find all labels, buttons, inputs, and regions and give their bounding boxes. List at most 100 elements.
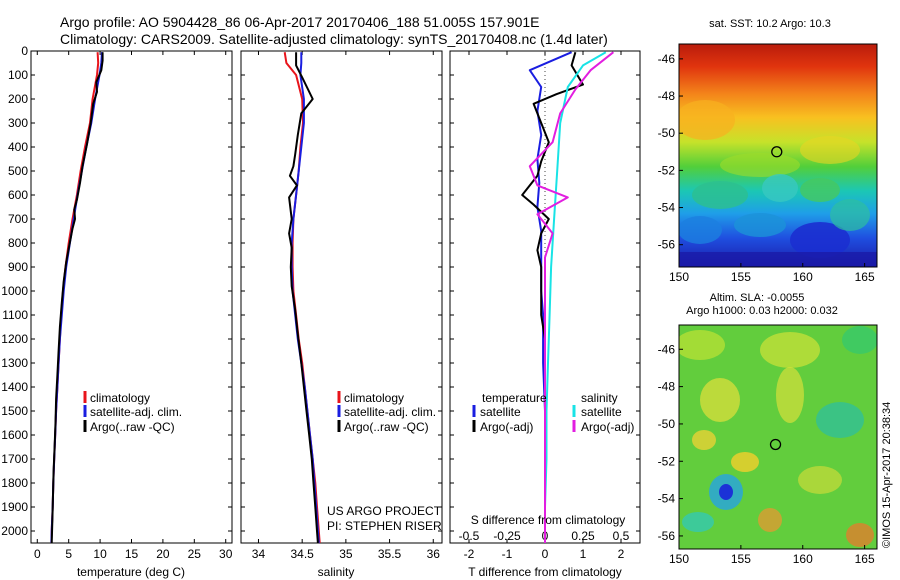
series-line-argo-raw-qc-	[288, 52, 319, 544]
map-y-tick-label: -56	[658, 238, 676, 252]
x-tick-label: -1	[502, 547, 513, 561]
temp-legend-climatology: climatology	[90, 391, 150, 405]
y-tick-label: 1900	[1, 500, 28, 514]
x-tick-label: 2	[618, 547, 625, 561]
top-x-tick-label: -0.5	[459, 529, 480, 543]
diff-legend-sal-satellite: satellite	[581, 405, 622, 419]
x-tick-label: 36	[427, 547, 441, 561]
map-y-tick-label: -46	[658, 52, 676, 66]
difference-legend: temperature salinity satellite Argo(-adj…	[472, 391, 634, 434]
salinity-plot: 34 34.5 35 35.5 36	[241, 50, 442, 561]
map-x-tick-label: 155	[731, 552, 751, 566]
y-tick-label: 0	[21, 44, 28, 58]
x-tick-label: 0	[542, 547, 549, 561]
sla-map-frame	[678, 324, 878, 550]
map-y-tick-label: -46	[658, 342, 676, 356]
pi-annotation: PI: STEPHEN RISER	[327, 519, 442, 533]
sla-heatmap	[679, 325, 877, 549]
figure-title-line1: Argo profile: AO 5904428_86 06-Apr-2017 …	[60, 14, 540, 30]
sal-legend-satellite: satellite-adj. clim.	[344, 405, 436, 419]
sst-heatmap	[679, 44, 877, 267]
diff-legend-sal-argo: Argo(-adj)	[581, 420, 634, 434]
y-tick-label: 1400	[1, 380, 28, 394]
project-annotation: US ARGO PROJECT	[327, 504, 442, 518]
x-tick-label: 5	[65, 547, 72, 561]
x-tick-label: 35	[339, 547, 353, 561]
sst-argo-position-marker	[771, 146, 783, 158]
y-tick-label: 1500	[1, 404, 28, 418]
y-tick-label: 1600	[1, 428, 28, 442]
map-y-tick-label: -52	[658, 454, 676, 468]
temperature-axes-frame	[30, 50, 233, 544]
sla-map-axes: 150 155 160 165 -46 -48 -50 -52 -54 -56	[658, 342, 875, 566]
sst-map-frame	[678, 43, 878, 268]
map-y-tick-label: -52	[658, 163, 676, 177]
sla-map-subtitle: Argo h1000: 0.03 h2000: 0.032	[686, 305, 838, 317]
map-y-tick-label: -54	[658, 201, 676, 215]
figure-title-line2: Climatology: CARS2009. Satellite-adjuste…	[60, 31, 608, 47]
salinity-axes-frame	[240, 50, 443, 544]
y-tick-label: 1100	[2, 308, 28, 322]
difference-xlabel: T difference from climatology	[468, 565, 622, 579]
y-tick-label: 200	[8, 92, 28, 106]
diff-legend-title-temperature: temperature	[482, 391, 547, 405]
y-tick-label: 900	[8, 260, 28, 274]
salinity-xlabel: salinity	[318, 565, 355, 579]
map-y-tick-label: -50	[658, 417, 676, 431]
series-line-satellite-adj-clim-	[50, 52, 103, 544]
x-tick-label: 34	[252, 547, 266, 561]
map-y-tick-label: -48	[658, 89, 676, 103]
y-tick-label: 500	[8, 164, 28, 178]
map-y-tick-label: -48	[658, 380, 676, 394]
x-tick-label: -2	[464, 547, 475, 561]
temperature-xlabel: temperature (deg C)	[77, 565, 185, 579]
sal-legend-argo: Argo(..raw -QC)	[344, 420, 429, 434]
temp-legend-argo: Argo(..raw -QC)	[90, 420, 175, 434]
sla-argo-position-marker	[769, 438, 782, 451]
temperature-plot: 0100200300400500600700800900100011001200…	[1, 44, 232, 561]
temperature-legend: climatology satellite-adj. clim. Argo(..…	[83, 391, 182, 434]
sst-map-axes: 150 155 160 165 -46 -48 -50 -52 -54 -56	[658, 52, 875, 284]
map-x-tick-label: 165	[855, 270, 875, 284]
temp-legend-satellite: satellite-adj. clim.	[90, 405, 182, 419]
imos-side-label: ©IMOS 15-Apr-2017 20:38:34	[881, 402, 893, 548]
difference-top-xlabel: S difference from climatology	[471, 513, 626, 527]
top-x-tick-label: 0.25	[571, 529, 595, 543]
x-tick-label: 10	[93, 547, 107, 561]
sal-legend-climatology: climatology	[344, 391, 404, 405]
series-line-climatology	[283, 52, 321, 544]
series-line-salinity-satellite	[544, 51, 607, 543]
y-tick-label: 1800	[1, 476, 28, 490]
map-y-tick-label: -54	[658, 492, 676, 506]
sla-map-title: Altim. SLA: -0.0055	[710, 292, 805, 304]
diff-legend-title-salinity: salinity	[581, 391, 618, 405]
map-y-tick-label: -50	[658, 126, 676, 140]
diff-legend-temp-satellite: satellite	[480, 405, 521, 419]
x-tick-label: 34.5	[290, 547, 314, 561]
x-tick-label: 1	[580, 547, 587, 561]
x-tick-label: 35.5	[378, 547, 402, 561]
map-x-tick-label: 165	[855, 552, 875, 566]
salinity-legend: climatology satellite-adj. clim. Argo(..…	[337, 391, 436, 434]
map-x-tick-label: 160	[793, 552, 813, 566]
x-tick-label: 25	[188, 547, 202, 561]
x-tick-label: 20	[156, 547, 170, 561]
map-y-tick-label: -56	[658, 529, 676, 543]
map-x-tick-label: 155	[731, 270, 751, 284]
top-x-tick-label: -0.25	[493, 529, 521, 543]
y-tick-label: 1000	[1, 284, 28, 298]
y-tick-label: 400	[8, 140, 28, 154]
x-tick-label: 15	[125, 547, 139, 561]
y-tick-label: 1200	[1, 332, 28, 346]
y-tick-label: 600	[8, 188, 28, 202]
y-tick-label: 2000	[1, 524, 28, 538]
y-tick-label: 1700	[1, 452, 28, 466]
map-x-tick-label: 150	[669, 270, 689, 284]
series-line-salinity-argo-adj-	[528, 51, 615, 543]
series-line-temperature-argo-adj-	[521, 51, 584, 543]
y-tick-label: 1300	[1, 356, 28, 370]
y-tick-label: 700	[8, 212, 28, 226]
x-tick-label: 30	[219, 547, 233, 561]
